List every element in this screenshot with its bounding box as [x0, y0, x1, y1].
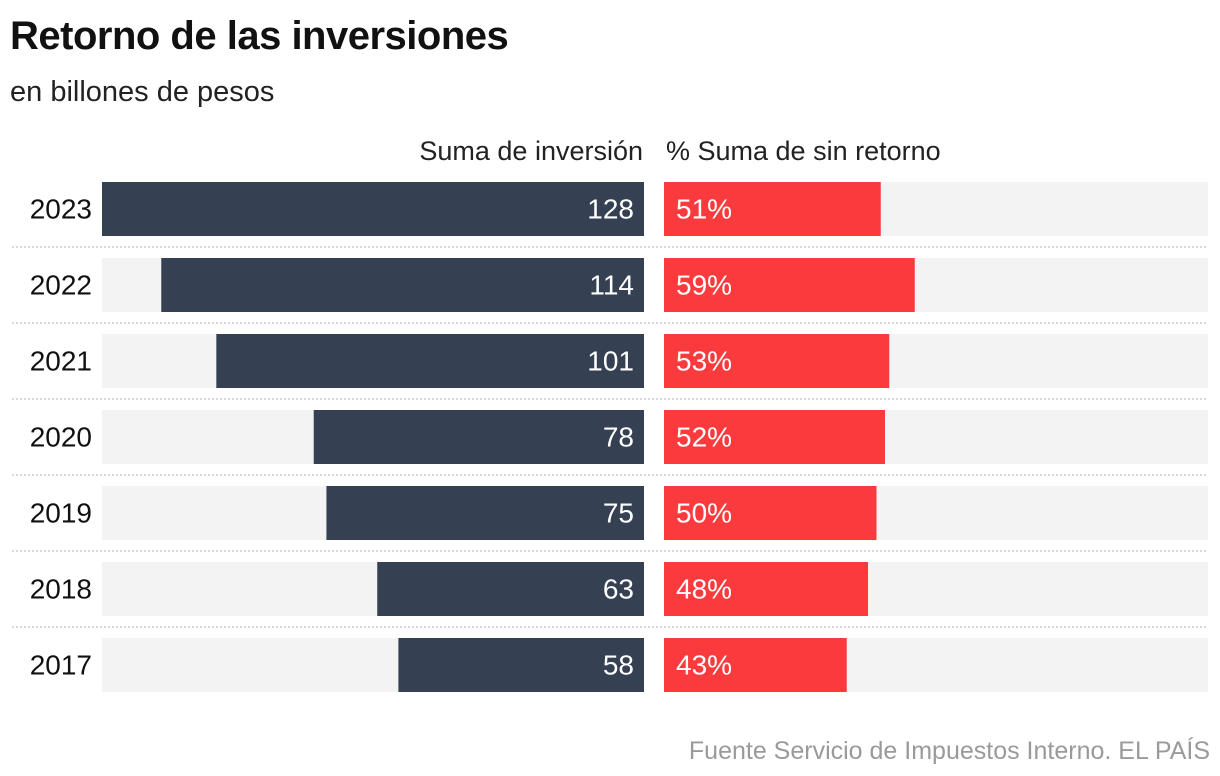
investment-bar — [102, 182, 644, 236]
chart-title: Retorno de las inversiones — [10, 14, 509, 58]
investment-bar — [313, 410, 644, 464]
investment-value-label: 78 — [603, 422, 634, 453]
year-label: 2020 — [30, 422, 92, 453]
no-return-column-header: % Suma de sin retorno — [666, 136, 941, 166]
no-return-bar — [664, 562, 868, 616]
investment-value-label: 128 — [587, 194, 634, 225]
no-return-value-label: 52% — [676, 422, 732, 453]
no-return-value-label: 59% — [676, 270, 732, 301]
no-return-value-label: 50% — [676, 498, 732, 529]
investment-bar — [377, 562, 644, 616]
no-return-value-label: 43% — [676, 650, 732, 681]
no-return-bar — [664, 334, 890, 388]
chart-subtitle: en billones de pesos — [10, 76, 275, 108]
no-return-bar — [664, 410, 885, 464]
investment-bar — [326, 486, 644, 540]
investment-bar — [216, 334, 644, 388]
investment-value-label: 101 — [587, 346, 634, 377]
year-label: 2017 — [30, 650, 92, 681]
no-return-bar — [664, 486, 877, 540]
no-return-value-label: 51% — [676, 194, 732, 225]
year-label: 2023 — [30, 194, 92, 225]
investment-bar — [161, 258, 644, 312]
no-return-bar — [664, 638, 847, 692]
investment-value-label: 63 — [603, 574, 634, 605]
investment-value-label: 58 — [603, 650, 634, 681]
investment-column-header: Suma de inversión — [419, 136, 643, 166]
year-label: 2021 — [30, 346, 92, 377]
no-return-bar — [664, 258, 915, 312]
no-return-value-label: 48% — [676, 574, 732, 605]
year-label: 2019 — [30, 498, 92, 529]
investment-bar — [398, 638, 644, 692]
no-return-value-label: 53% — [676, 346, 732, 377]
source-note: Fuente Servicio de Impuestos Interno. EL… — [688, 737, 1210, 765]
year-label: 2018 — [30, 574, 92, 605]
no-return-bar — [664, 182, 881, 236]
year-label: 2022 — [30, 270, 92, 301]
investment-value-label: 75 — [603, 498, 634, 529]
investment-value-label: 114 — [589, 270, 634, 301]
